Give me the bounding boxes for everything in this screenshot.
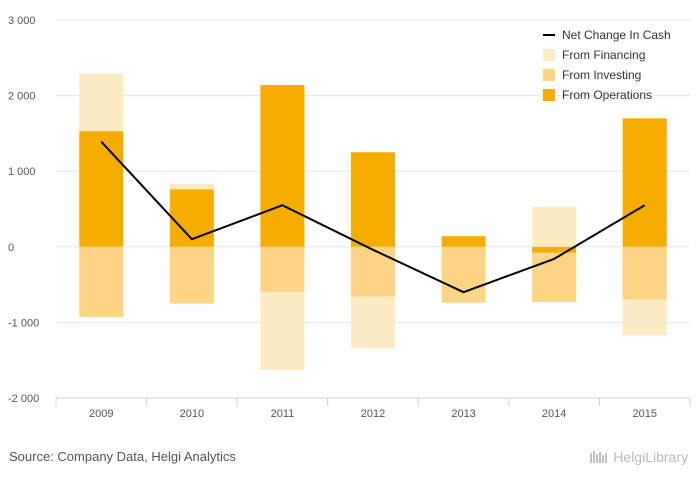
y-tick-label: 1 000 — [8, 166, 36, 178]
bar-from-investing-2011 — [260, 246, 305, 293]
bar-from-investing-2014 — [532, 252, 577, 302]
x-tick-label-2013: 2013 — [451, 408, 475, 420]
line-net-change-in-cash — [100, 141, 646, 294]
chart: 3 000 2 000 1 000 0 -1 000 -2 000 2009 2010 2011… — [8, 15, 691, 420]
bar-from-investing-2009 — [79, 246, 124, 318]
source-note: Source: Company Data, Helgi Analytics — [9, 449, 236, 464]
bar-from-investing-2013 — [441, 246, 486, 303]
helgi-library-logo: HelgiLibrary — [589, 449, 688, 465]
legend-swatch — [543, 49, 555, 61]
library-icon — [590, 451, 608, 463]
bar-from-investing-2012 — [351, 246, 395, 297]
bar-from-operations-2010 — [169, 189, 214, 247]
y-tick-label: 2 000 — [8, 91, 36, 103]
y-tick-label: 0 — [8, 242, 14, 254]
legend-label: From Operations — [562, 88, 652, 102]
bar-from-operations-2013 — [441, 236, 486, 247]
legend-swatch — [543, 69, 555, 81]
bar-from-financing-2011 — [260, 292, 305, 371]
y-tick-label: 3 000 — [8, 15, 36, 27]
y-tick-label: -2 000 — [8, 393, 39, 405]
bar-from-investing-2010 — [169, 246, 214, 304]
legend-label: From Investing — [562, 68, 641, 82]
bar-from-investing-2015 — [622, 246, 667, 300]
legend-label: From Financing — [562, 48, 645, 62]
y-tick-label: -1 000 — [8, 317, 39, 329]
bar-from-financing-2009 — [79, 73, 124, 132]
x-tick-label-2014: 2014 — [542, 408, 566, 420]
legend-swatch — [543, 89, 555, 101]
x-tick-label-2010: 2010 — [180, 408, 204, 420]
bar-from-financing-2010 — [169, 184, 214, 190]
legend-label: Net Change In Cash — [562, 28, 671, 42]
x-tick-label-2012: 2012 — [361, 408, 385, 420]
bar-from-operations-2009 — [79, 131, 124, 247]
bar-from-financing-2015 — [622, 299, 667, 336]
x-tick-label-2011: 2011 — [271, 408, 295, 420]
bar-from-operations-2011 — [260, 85, 305, 247]
logo-text: HelgiLibrary — [613, 449, 688, 465]
bar-from-financing-2014 — [532, 206, 577, 247]
bar-from-operations-2014 — [532, 246, 577, 253]
bar-from-financing-2012 — [351, 296, 395, 349]
x-tick-label-2009: 2009 — [89, 408, 113, 420]
bar-from-operations-2012 — [351, 152, 395, 247]
bar-from-operations-2015 — [622, 118, 667, 247]
x-tick-label-2015: 2015 — [632, 408, 656, 420]
